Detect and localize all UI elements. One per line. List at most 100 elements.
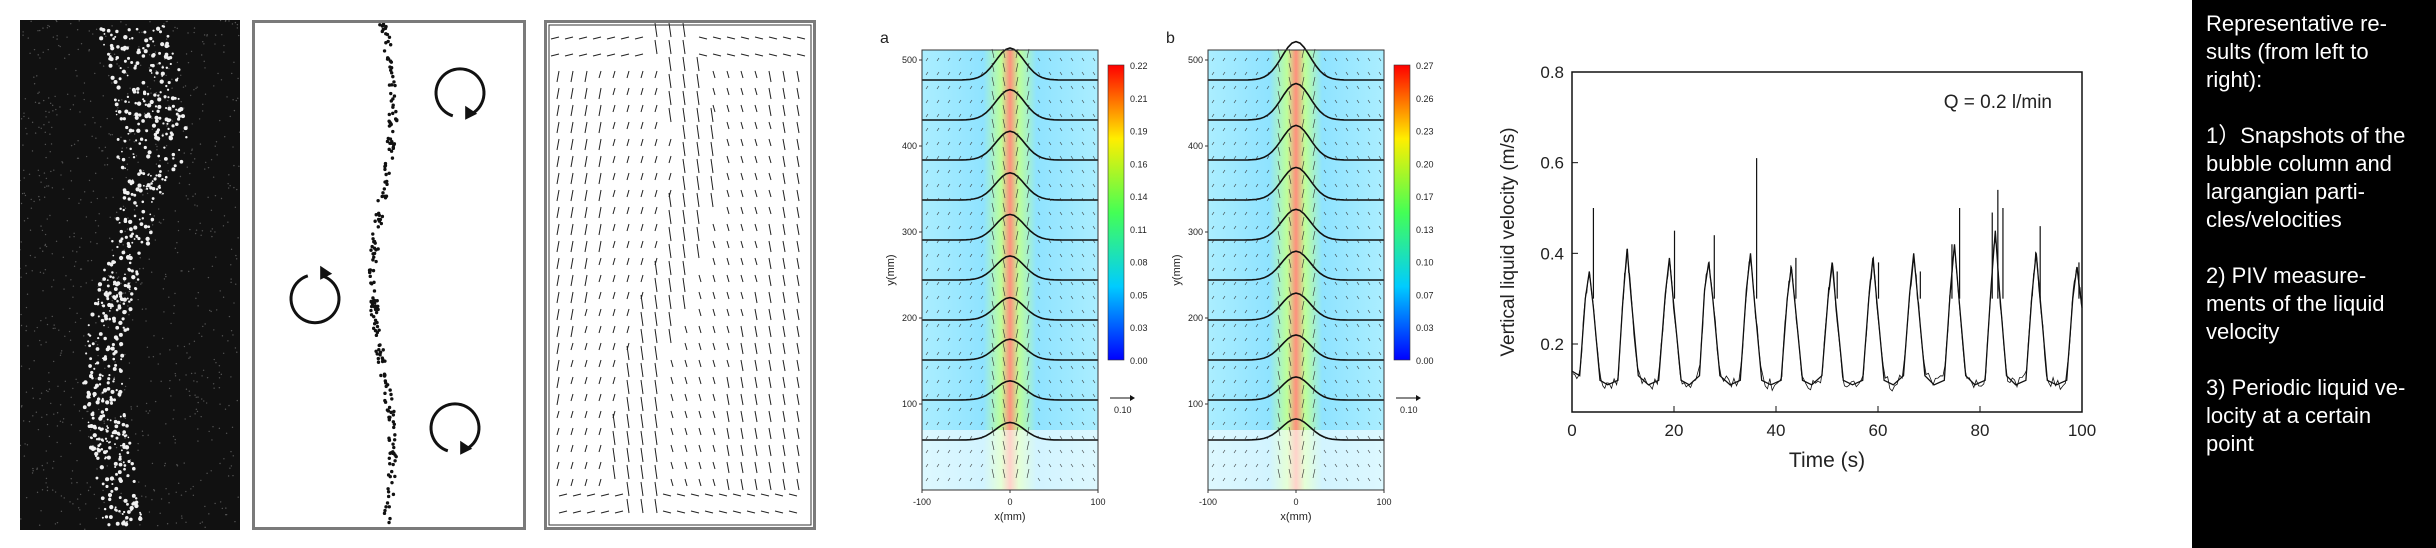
bubble bbox=[114, 35, 117, 38]
piv-arrow bbox=[1356, 183, 1360, 188]
piv-arrow bbox=[1015, 426, 1019, 437]
noise-dot bbox=[26, 444, 29, 446]
piv-arrow bbox=[936, 127, 940, 132]
velocity-vector bbox=[626, 362, 630, 378]
piv-arrow bbox=[1233, 113, 1237, 118]
piv-arrow bbox=[1081, 337, 1085, 342]
velocity-vector bbox=[788, 510, 798, 514]
bubble bbox=[126, 284, 131, 289]
piv-arrow bbox=[1002, 440, 1006, 451]
particle bbox=[369, 248, 373, 252]
noise-dot bbox=[30, 207, 33, 209]
velocity-vector bbox=[598, 121, 602, 134]
velocity-vector bbox=[768, 155, 772, 164]
velocity-vector bbox=[740, 376, 744, 389]
noise-dot bbox=[59, 106, 61, 108]
velocity-vector bbox=[626, 325, 630, 334]
piv-arrow bbox=[1356, 323, 1360, 328]
velocity-profile bbox=[1208, 208, 1384, 241]
piv-arrow bbox=[991, 146, 995, 157]
velocity-vector bbox=[640, 328, 644, 344]
piv-arrow bbox=[1288, 314, 1292, 325]
piv-arrow bbox=[1301, 230, 1305, 241]
velocity-vector bbox=[682, 158, 686, 174]
piv-arrow bbox=[1026, 356, 1030, 367]
noise-dot bbox=[192, 161, 194, 164]
noise-dot bbox=[31, 150, 34, 152]
noise-dot bbox=[45, 110, 47, 113]
bubble bbox=[126, 327, 130, 331]
piv-arrow bbox=[958, 85, 962, 90]
noise-dot bbox=[171, 120, 174, 122]
piv-arrow bbox=[1323, 127, 1327, 132]
particle bbox=[392, 409, 396, 414]
piv-arrow bbox=[1288, 202, 1292, 213]
velocity-vector bbox=[626, 138, 630, 147]
noise-dot bbox=[227, 475, 230, 477]
piv-arrow bbox=[991, 384, 995, 395]
piv-arrow bbox=[1059, 421, 1063, 426]
noise-dot bbox=[163, 465, 166, 467]
piv-arrow bbox=[1266, 351, 1270, 356]
velocity-vector bbox=[626, 464, 630, 480]
noise-dot bbox=[20, 518, 22, 520]
velocity-vector bbox=[712, 291, 716, 300]
piv-arrow bbox=[1070, 351, 1074, 356]
noise-dot bbox=[107, 326, 110, 329]
bubble bbox=[92, 391, 97, 397]
piv-arrow bbox=[1081, 183, 1085, 188]
particle bbox=[380, 194, 384, 199]
noise-dot bbox=[42, 51, 44, 53]
piv-arrow bbox=[1334, 239, 1338, 244]
noise-dot bbox=[221, 335, 224, 337]
bubble bbox=[103, 32, 106, 35]
velocity-vector bbox=[754, 461, 758, 474]
noise-dot bbox=[105, 35, 107, 37]
bubble bbox=[119, 294, 123, 298]
piv-arrow bbox=[969, 337, 973, 342]
velocity-vector bbox=[682, 39, 686, 55]
piv-arrow bbox=[1266, 85, 1270, 90]
bubble bbox=[163, 178, 167, 182]
noise-dot bbox=[206, 376, 209, 379]
piv-arrow bbox=[1345, 155, 1349, 160]
velocity-vector bbox=[754, 121, 758, 130]
piv-arrow bbox=[1070, 463, 1074, 468]
noise-dot bbox=[20, 406, 23, 408]
bubble bbox=[141, 119, 145, 123]
noise-dot bbox=[213, 358, 215, 361]
piv-arrow bbox=[925, 309, 929, 314]
piv-arrow bbox=[1059, 407, 1063, 412]
bubble bbox=[158, 190, 162, 194]
bubble bbox=[157, 94, 160, 97]
particle bbox=[368, 274, 372, 279]
velocity-vector bbox=[754, 223, 758, 232]
noise-dot bbox=[45, 116, 47, 118]
velocity-vector bbox=[696, 175, 700, 191]
bubble bbox=[129, 517, 133, 522]
piv-arrow bbox=[1345, 365, 1349, 370]
noise-dot bbox=[50, 402, 52, 405]
piv-arrow bbox=[1312, 342, 1316, 353]
velocity-vector bbox=[782, 342, 786, 355]
piv-arrow bbox=[936, 421, 940, 426]
noise-dot bbox=[33, 83, 36, 85]
noise-dot bbox=[76, 498, 79, 500]
noise-dot bbox=[196, 86, 198, 88]
bubble bbox=[149, 36, 153, 41]
velocity-vector bbox=[796, 376, 800, 389]
noise-dot bbox=[37, 92, 39, 95]
noise-dot bbox=[124, 518, 126, 521]
particle bbox=[374, 310, 379, 315]
piv-arrow bbox=[1345, 309, 1349, 314]
bubble bbox=[167, 44, 170, 48]
piv-arrow bbox=[1081, 477, 1085, 482]
piv-arrow bbox=[1266, 323, 1270, 328]
velocity-vector bbox=[598, 308, 602, 317]
bubble bbox=[109, 401, 114, 405]
velocity-vector bbox=[584, 138, 588, 151]
velocity-vector bbox=[578, 36, 588, 40]
piv-arrow bbox=[1301, 342, 1305, 353]
noise-dot bbox=[27, 217, 29, 220]
bubble bbox=[99, 414, 104, 419]
